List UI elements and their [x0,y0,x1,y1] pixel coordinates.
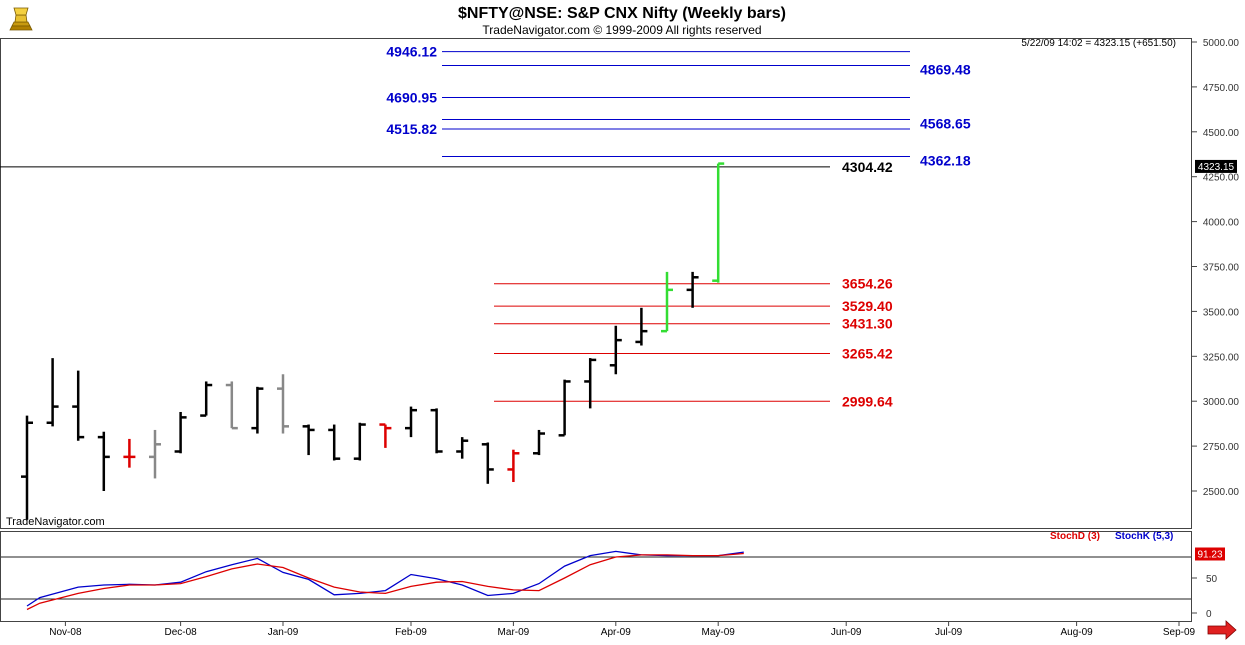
watermark-text: TradeNavigator.com [6,516,105,528]
date-tick-label: Nov-08 [49,627,82,638]
stoch-series-line [26,550,744,607]
ohlc-bar [481,442,494,484]
level-label: 4568.65 [920,115,971,131]
legend-stochd: StochD (3) [1050,531,1100,542]
stochastic-panel [0,531,1192,622]
price-tick-label: 4750.00 [1203,83,1240,94]
stochastic-lines [26,550,744,611]
ohlc-bar [72,370,85,441]
ohlc-bar [533,429,545,456]
scroll-right-icon[interactable] [1207,620,1237,640]
ohlc-bar [661,271,673,333]
level-label: 4515.82 [386,121,437,137]
legend-stochk: StochK (5,3) [1115,531,1173,542]
date-axis: Nov-08 Dec-08 Jan-09 Feb-09 Mar-09 Apr-09 May-… [49,622,1196,638]
stochastic-value-tag: 91.23 [1195,547,1225,561]
level-label: 3529.40 [842,298,893,314]
ohlc-bar [635,307,648,346]
date-tick-label: Jul-09 [935,627,963,638]
level-label: 4869.48 [920,61,971,77]
ohlc-bar [251,386,264,434]
ohlc-bar [712,162,725,283]
last-price-value: 4323.15 [1198,162,1235,173]
ohlc-bar [379,423,392,448]
price-tick-label: 3000.00 [1203,397,1240,408]
ohlc-bar [584,358,597,409]
level-label: 3654.26 [842,276,893,292]
level-label: 4362.18 [920,153,971,169]
date-tick-label: Apr-09 [601,627,631,638]
date-tick-label: Jun-09 [831,627,862,638]
price-tick-label: 4250.00 [1203,173,1240,184]
ohlc-bar [46,358,59,427]
stoch-series-line [26,552,744,611]
date-tick-label: Jan-09 [268,627,299,638]
ohlc-bar [97,431,110,491]
ohlc-bar [200,381,213,417]
ohlc-bar [225,381,238,430]
ohlc-bar [353,422,366,461]
level-label: 4304.42 [842,159,893,175]
date-tick-label: Dec-08 [164,627,197,638]
ohlc-bar [21,415,33,520]
ohlc-bar [507,449,520,483]
ohlc-bar [302,424,315,456]
ohlc-bar [405,406,417,438]
date-tick-label: Feb-09 [395,627,427,638]
ohlc-bar [558,379,571,437]
date-tick-label: Aug-09 [1060,627,1093,638]
ohlc-bar [174,411,187,454]
stoch-value-box [1195,547,1225,561]
fib-levels: 4946.12 4869.48 4690.95 4568.65 4515.82 4362.… [0,44,971,409]
ohlc-bar [456,437,469,459]
ohlc-bar [328,424,341,461]
level-label: 4690.95 [386,90,437,106]
level-label: 3431.30 [842,316,893,332]
price-tick-label: 4500.00 [1203,128,1240,139]
stoch-value-text: 91.23 [1197,550,1222,561]
ohlc-bar [277,374,289,434]
chart-title: $NFTY@NSE: S&P CNX Nifty (Weekly bars) [458,5,786,22]
copyright-text: TradeNavigator.com © 1999-2009 All right… [482,23,761,37]
price-tick-label: 4000.00 [1203,218,1240,229]
price-tick-label: 2750.00 [1203,442,1240,453]
ohlc-bar [430,408,443,454]
ohlc-bar [123,438,136,468]
level-label: 3265.42 [842,346,893,362]
price-axis: 2500.00 2750.00 3000.00 3250.00 3500.00 3750.… [1192,38,1239,498]
price-bars [21,162,725,520]
price-tick-label: 5000.00 [1203,38,1240,49]
price-tick-label: 3500.00 [1203,307,1240,318]
price-tick-label: 2500.00 [1203,487,1240,498]
date-tick-label: Sep-09 [1163,627,1196,638]
stoch-tick-label: 50 [1206,574,1218,585]
last-price-box [1195,159,1237,173]
stoch-tick-label: 0 [1206,609,1212,620]
app-logo-icon[interactable] [9,7,33,31]
price-tick-label: 3250.00 [1203,352,1240,363]
stochastic-axis: 0 50 [1,556,1218,620]
last-price-tag: 4323.15 [1195,159,1237,173]
date-tick-label: May-09 [702,627,736,638]
price-tick-label: 3750.00 [1203,263,1240,274]
price-panel [0,38,1192,529]
level-label: 2999.64 [842,393,893,409]
ohlc-bar [149,429,161,479]
ohlc-bar [686,271,699,308]
ohlc-bar [609,325,622,375]
level-label: 4946.12 [386,44,437,60]
date-tick-label: Mar-09 [498,627,530,638]
status-readout: 5/22/09 14:02 = 4323.15 (+651.50) [1021,38,1176,49]
